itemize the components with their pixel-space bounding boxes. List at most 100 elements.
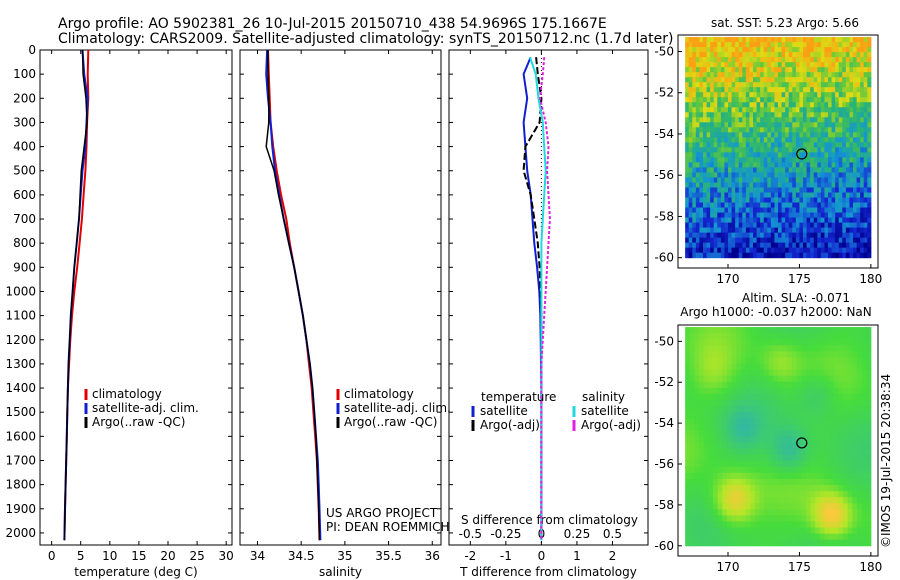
heatmap-cell [845, 237, 850, 244]
heatmap-cell [856, 142, 861, 148]
heatmap-cell [831, 232, 836, 239]
heatmap-cell [810, 167, 815, 173]
heatmap-cell [699, 37, 704, 43]
heatmap-cell [781, 37, 786, 43]
heatmap-cell [853, 202, 858, 209]
heatmap-cell [689, 436, 695, 443]
heatmap-cell [782, 509, 788, 516]
heatmap-cell [781, 122, 786, 128]
x-tick-label: 1 [573, 549, 581, 563]
heatmap-cell [815, 497, 821, 504]
heatmap-cell [819, 448, 825, 456]
heatmap-cell [728, 152, 733, 158]
heatmap-cell [843, 363, 849, 371]
heatmap-cell [788, 157, 793, 163]
heatmap-cell [731, 369, 737, 377]
heatmap-cell [717, 527, 723, 535]
heatmap-cell [756, 182, 761, 188]
heatmap-cell [866, 515, 872, 522]
heatmap-cell [833, 363, 839, 371]
heatmap-cell [810, 406, 816, 413]
heatmap-cell [685, 527, 691, 535]
heatmap-cell [860, 57, 865, 63]
heatmap-cell [759, 539, 765, 547]
heatmap-cell [722, 515, 728, 522]
heatmap-cell [819, 454, 825, 462]
heatmap-cell [708, 363, 714, 371]
heatmap-cell [787, 527, 793, 535]
heatmap-cell [782, 442, 788, 450]
heatmap-cell [703, 436, 709, 443]
heatmap-cell [795, 142, 800, 148]
heatmap-cell [860, 127, 865, 133]
heatmap-cell [742, 47, 747, 53]
heatmap-cell [685, 67, 690, 73]
heatmap-cell [860, 217, 865, 224]
heatmap-cell [708, 448, 714, 456]
heatmap-cell [817, 147, 822, 153]
heatmap-cell [692, 72, 697, 78]
heatmap-cell [708, 454, 714, 462]
heatmap-cell [703, 515, 709, 522]
heatmap-cell [731, 42, 736, 48]
heatmap-cell [770, 152, 775, 158]
heatmap-cell [799, 192, 804, 199]
heatmap-cell [838, 212, 843, 219]
heatmap-cell [710, 147, 715, 153]
y-tick-label: -50 [654, 334, 674, 348]
heatmap-cell [740, 369, 746, 377]
heatmap-cell [717, 412, 723, 419]
heatmap-cell [778, 187, 783, 194]
heatmap-cell [760, 42, 765, 48]
heatmap-cell [685, 207, 690, 214]
heatmap-cell [838, 167, 843, 173]
map-frame [677, 34, 879, 269]
heatmap-cell [708, 387, 714, 395]
heatmap-cell [692, 127, 697, 133]
heatmap-cell [849, 112, 854, 118]
heatmap-cell [861, 442, 867, 450]
heatmap-cell [847, 515, 853, 522]
heatmap-cell [710, 177, 715, 183]
heatmap-cell [726, 375, 733, 383]
heatmap-cell [856, 357, 863, 364]
heatmap-cell [820, 92, 825, 98]
heatmap-cell [695, 37, 700, 43]
heatmap-cell [820, 67, 825, 73]
heatmap-cell [713, 539, 719, 547]
heatmap-cell [726, 363, 733, 371]
heatmap-cell [735, 132, 740, 138]
heatmap-cell [849, 217, 854, 224]
heatmap-cell [791, 345, 798, 352]
heatmap-cell [754, 430, 760, 437]
heatmap-cell [805, 478, 811, 486]
heatmap-cell [760, 67, 765, 73]
heatmap-cell [742, 142, 747, 148]
heatmap-cell [785, 252, 790, 259]
heatmap-cell [688, 172, 693, 178]
heatmap-cell [685, 147, 690, 153]
heatmap-cell [824, 142, 829, 148]
heatmap-cell [824, 187, 829, 194]
heatmap-cell [703, 87, 708, 93]
heatmap-cell [838, 47, 843, 53]
x2-tick-label: -0.25 [490, 527, 521, 541]
heatmap-cell [856, 197, 861, 204]
heatmap-cell [768, 363, 774, 371]
heatmap-cell [853, 157, 858, 163]
heatmap-cell [781, 127, 786, 133]
heatmap-cell [861, 460, 867, 468]
heatmap-cell [824, 345, 830, 352]
heatmap-cell [845, 232, 850, 239]
heatmap-cell [810, 527, 816, 535]
heatmap-cell [831, 52, 836, 58]
heatmap-cell [863, 162, 868, 168]
heatmap-cell [754, 412, 760, 419]
heatmap-cell [708, 333, 714, 340]
heatmap-cell [764, 387, 770, 395]
heatmap-cell [699, 207, 704, 214]
heatmap-cell [856, 345, 863, 352]
heatmap-cell [856, 247, 861, 254]
heatmap-cell [760, 77, 765, 83]
heatmap-cell [735, 97, 740, 103]
